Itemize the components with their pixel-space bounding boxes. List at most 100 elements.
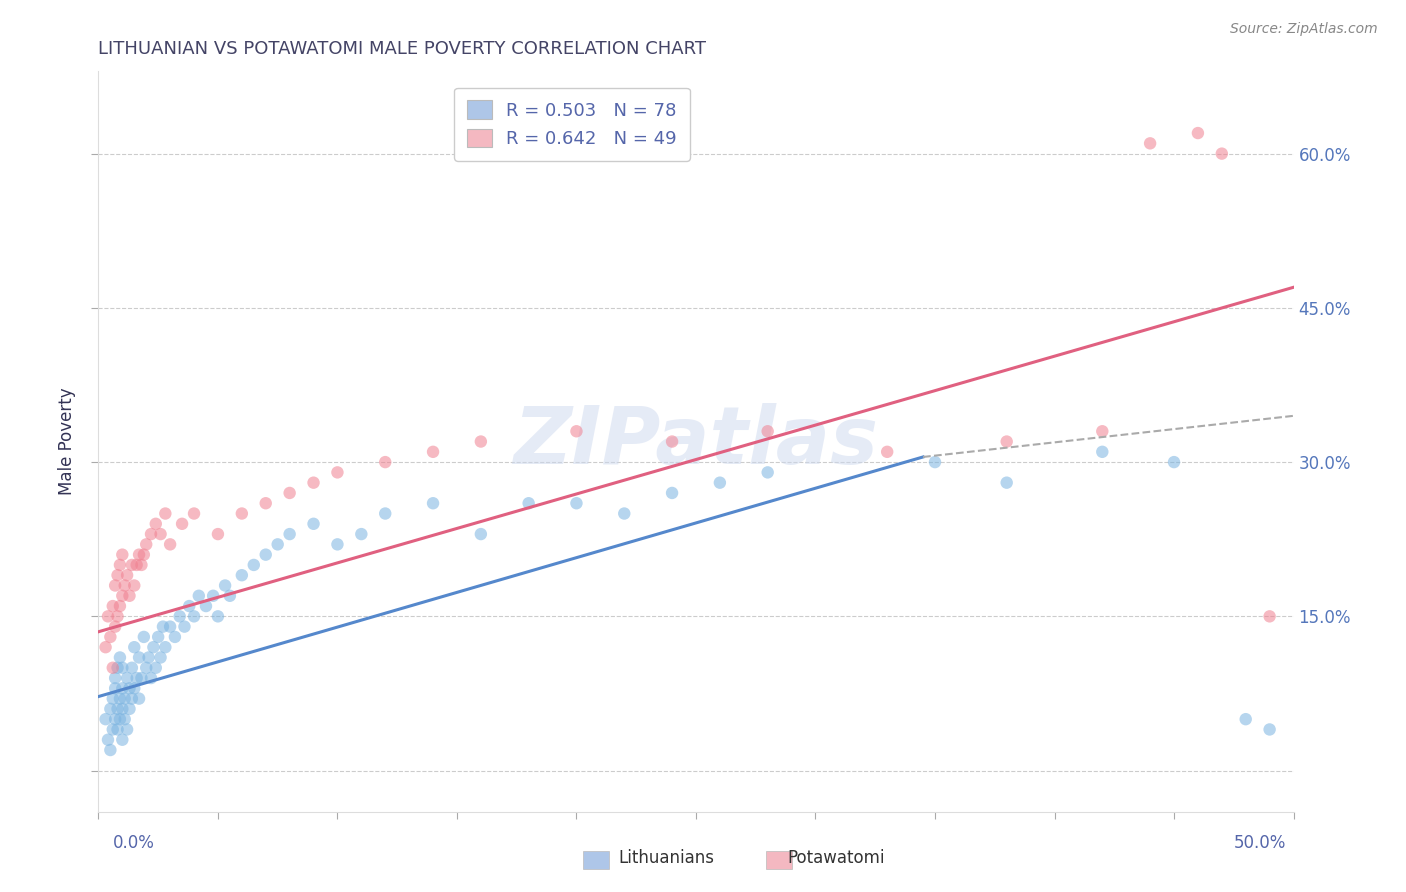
Point (149, 527, 172, 541)
Point (128, 548, 150, 562)
Point (163, 630, 186, 644)
Point (876, 445, 898, 459)
Point (422, 445, 444, 459)
Point (756, 424, 779, 438)
Point (195, 599, 218, 613)
Point (142, 640, 165, 655)
Point (179, 599, 201, 613)
Point (111, 548, 134, 562)
Text: 0.0%: 0.0% (112, 834, 155, 852)
Point (118, 681, 141, 696)
Point (267, 537, 290, 551)
Point (661, 434, 683, 449)
Point (98, 702, 122, 716)
Point (135, 661, 157, 675)
Text: 50.0%: 50.0% (1234, 834, 1286, 852)
Point (121, 661, 143, 675)
Point (94, 712, 117, 726)
Point (326, 466, 349, 480)
Point (125, 558, 148, 572)
Point (107, 661, 129, 675)
Point (243, 558, 266, 572)
Point (135, 537, 157, 551)
Point (115, 723, 138, 737)
Point (111, 681, 134, 696)
Point (94, 640, 117, 655)
Legend: R = 0.503   N = 78, R = 0.642   N = 49: R = 0.503 N = 78, R = 0.642 N = 49 (454, 87, 690, 161)
Point (207, 609, 229, 624)
Point (108, 650, 131, 665)
Point (159, 620, 181, 634)
Point (422, 496, 444, 510)
Point (214, 578, 236, 592)
Y-axis label: Male Poverty: Male Poverty (58, 388, 76, 495)
Point (565, 424, 588, 438)
Point (995, 434, 1018, 449)
Point (1187, 126, 1209, 140)
Point (172, 516, 194, 531)
Point (187, 589, 209, 603)
Point (124, 681, 146, 696)
Point (108, 599, 131, 613)
Point (98, 743, 122, 757)
Point (1091, 424, 1114, 438)
Point (111, 702, 134, 716)
Point (1211, 146, 1233, 161)
Point (121, 558, 143, 572)
Point (107, 723, 129, 737)
Point (231, 568, 253, 582)
Point (111, 589, 134, 603)
Point (101, 661, 124, 675)
Point (107, 568, 129, 582)
Point (145, 661, 167, 675)
Point (115, 568, 138, 582)
Text: Source: ZipAtlas.com: Source: ZipAtlas.com (1230, 22, 1378, 37)
Text: ZIPatlas: ZIPatlas (513, 402, 879, 481)
Point (124, 578, 146, 592)
Point (125, 671, 148, 685)
Point (104, 620, 127, 634)
Point (278, 486, 301, 500)
Point (183, 507, 205, 521)
Point (104, 681, 127, 696)
Text: Potawatomi: Potawatomi (787, 849, 884, 867)
Point (374, 507, 396, 521)
Point (111, 661, 134, 675)
Point (108, 712, 131, 726)
Point (108, 691, 131, 706)
Point (118, 702, 141, 716)
Point (149, 650, 172, 665)
Point (155, 640, 177, 655)
Point (202, 589, 225, 603)
Point (470, 527, 492, 541)
Text: LITHUANIAN VS POTAWATOMI MALE POVERTY CORRELATION CHART: LITHUANIAN VS POTAWATOMI MALE POVERTY CO… (98, 40, 706, 58)
Point (104, 712, 127, 726)
Point (152, 620, 174, 634)
Point (115, 671, 138, 685)
Point (924, 455, 946, 469)
Point (139, 527, 162, 541)
Point (995, 475, 1018, 490)
Point (107, 702, 129, 716)
Point (107, 609, 129, 624)
Point (114, 578, 136, 592)
Point (101, 723, 124, 737)
Point (155, 507, 177, 521)
Point (145, 516, 167, 531)
Point (124, 640, 146, 655)
Point (278, 527, 301, 541)
Point (108, 558, 131, 572)
Point (1091, 445, 1114, 459)
Point (517, 496, 540, 510)
Point (131, 558, 153, 572)
Point (231, 507, 253, 521)
Point (254, 496, 277, 510)
Point (302, 516, 325, 531)
Point (169, 609, 191, 624)
Point (350, 527, 373, 541)
Point (97, 732, 120, 747)
Point (148, 630, 170, 644)
Point (470, 434, 492, 449)
Point (132, 548, 155, 562)
Point (302, 475, 325, 490)
